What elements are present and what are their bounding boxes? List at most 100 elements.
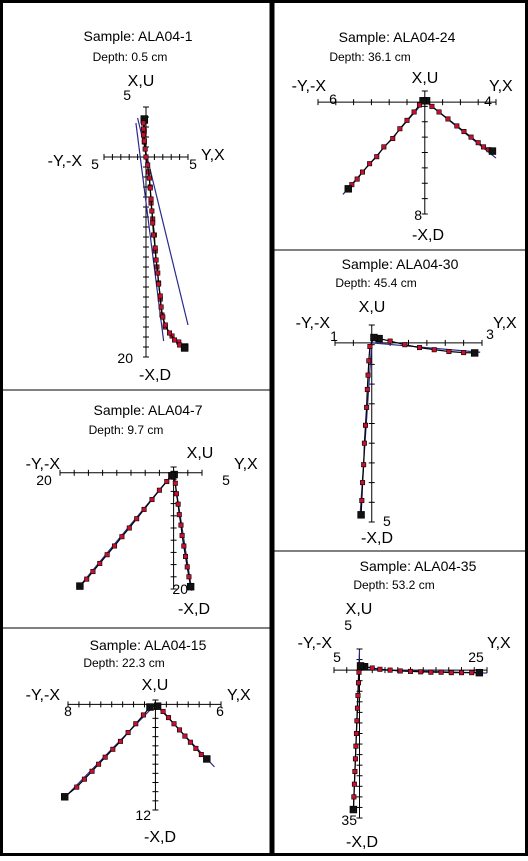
- tick-label-top: 5: [123, 87, 131, 103]
- axis-label-left: -Y,-X: [26, 687, 61, 704]
- vertical-projection-point: [370, 333, 378, 342]
- horizontal-projection-point: [387, 338, 393, 344]
- tick-label-right: 5: [189, 156, 197, 172]
- panel-ala04-30: Sample: ALA04-30 Depth: 45.4 cm X,U -X,D…: [296, 256, 517, 547]
- horizontal-projection-point: [166, 715, 172, 721]
- vertical-projection-point: [141, 138, 147, 144]
- horizontal-projection-point: [446, 349, 452, 355]
- vertical-projection-point: [411, 109, 417, 115]
- horizontal-projection-point: [175, 501, 181, 507]
- vertical-projection-point: [155, 270, 161, 276]
- vertical-projection-point: [156, 281, 162, 287]
- plot-area: [61, 699, 222, 811]
- vertical-projection-point: [149, 497, 155, 503]
- vertical-projection-point: [359, 169, 365, 175]
- vertical-projection-point: [381, 144, 387, 150]
- horizontal-projection-point: [431, 347, 437, 353]
- horizontal-projection-point: [454, 123, 460, 129]
- axis-label-top: X,U: [346, 601, 373, 618]
- vertical-projection-point: [366, 358, 372, 364]
- tick-label-right: 4: [484, 93, 492, 109]
- horizontal-projection-point: [186, 582, 195, 591]
- vertical-projection-point: [146, 175, 152, 181]
- vertical-projection-point: [164, 479, 170, 485]
- horizontal-projection-point: [171, 721, 177, 727]
- horizontal-projection-point: [153, 702, 162, 710]
- depth-label: Depth: 53.2 cm: [353, 578, 434, 592]
- horizontal-projection-point: [481, 144, 487, 150]
- axis-label-top: X,U: [359, 299, 386, 316]
- horizontal-projection-point: [418, 669, 424, 675]
- tick-label-right: 5: [222, 472, 230, 488]
- vertical-projection-point: [142, 146, 148, 152]
- axis-label-top: X,U: [412, 70, 439, 87]
- horizontal-projection-point: [172, 480, 178, 486]
- plot-area: [103, 106, 189, 358]
- horizontal-projection-point: [448, 670, 454, 676]
- vertical-projection-point: [76, 582, 84, 590]
- vertical-projection-point: [352, 756, 358, 762]
- depth-label: Depth: 36.1 cm: [329, 50, 410, 64]
- horizontal-projection-point: [397, 668, 403, 674]
- sample-title: Sample: ALA04-1: [84, 28, 193, 44]
- pca-fit-line: [63, 703, 156, 799]
- depth-label: Depth: 45.4 cm: [335, 276, 416, 290]
- tick-label-bottom: 20: [117, 350, 133, 366]
- horizontal-projection-point: [179, 533, 185, 539]
- vertical-projection-point: [147, 185, 153, 191]
- vertical-projection-point: [160, 314, 166, 320]
- horizontal-projection-point: [369, 665, 375, 671]
- vertical-projection-point: [84, 576, 90, 582]
- vertical-projection-point: [133, 721, 139, 727]
- vertical-projection-point: [112, 543, 118, 549]
- vertical-projection-point: [89, 768, 95, 774]
- vertical-projection-point: [151, 232, 157, 238]
- axis-label-bottom: -X,D: [412, 227, 444, 244]
- vertical-projection-point: [356, 662, 365, 670]
- vertical-projection-point: [140, 712, 146, 718]
- vertical-projection-point: [150, 220, 156, 226]
- tick-label-left: 20: [36, 472, 52, 488]
- plot-area: [334, 324, 483, 523]
- axis-label-right: Y,X: [201, 147, 225, 164]
- vertical-projection-point: [162, 322, 168, 328]
- panel-ala04-1: Sample: ALA04-1 Depth: 0.5 cm X,U -X,D -…: [48, 28, 225, 384]
- horizontal-projection-point: [183, 553, 189, 559]
- panel-ala04-7: Sample: ALA04-7 Depth: 9.7 cm X,U -X,D -…: [26, 402, 258, 618]
- horizontal-projection-path: [157, 705, 208, 760]
- vertical-projection-point: [349, 805, 358, 814]
- horizontal-projection-point: [402, 342, 408, 348]
- horizontal-projection-point: [377, 666, 383, 672]
- vertical-projection-point: [351, 794, 357, 800]
- vertical-projection-point: [180, 344, 189, 352]
- axis-label-bottom: -X,D: [361, 530, 393, 547]
- horizontal-projection-point: [186, 574, 192, 580]
- vertical-projection-point: [404, 117, 410, 123]
- vertical-projection-point: [102, 754, 108, 760]
- vertical-projection-point: [355, 692, 361, 698]
- vertical-projection-point: [158, 304, 164, 310]
- axis-label-left: -Y,-X: [298, 635, 333, 652]
- plot-area: [59, 466, 203, 591]
- axis-label-right: Y,X: [493, 315, 517, 332]
- tick-label-right: 6: [216, 703, 224, 719]
- horizontal-projection-point: [445, 116, 451, 122]
- vertical-projection-point: [363, 422, 369, 428]
- axis-label-bottom: -X,D: [178, 601, 210, 618]
- vertical-projection-point: [353, 730, 359, 736]
- horizontal-projection-point: [470, 349, 479, 357]
- vertical-projection-point: [374, 154, 380, 160]
- vertical-projection-point: [416, 102, 422, 108]
- vertical-projection-point: [361, 462, 367, 468]
- horizontal-projection-point: [176, 727, 182, 733]
- vertical-projection-point: [143, 154, 149, 160]
- vertical-projection-point: [140, 132, 146, 138]
- vertical-projection-point: [146, 703, 154, 711]
- horizontal-projection-point: [160, 708, 166, 714]
- axis-label-top: X,U: [187, 445, 214, 462]
- vertical-projection-point: [397, 126, 403, 132]
- vertical-projection-point: [390, 136, 396, 142]
- horizontal-projection-point: [407, 668, 413, 674]
- vertical-projection-point: [104, 552, 110, 558]
